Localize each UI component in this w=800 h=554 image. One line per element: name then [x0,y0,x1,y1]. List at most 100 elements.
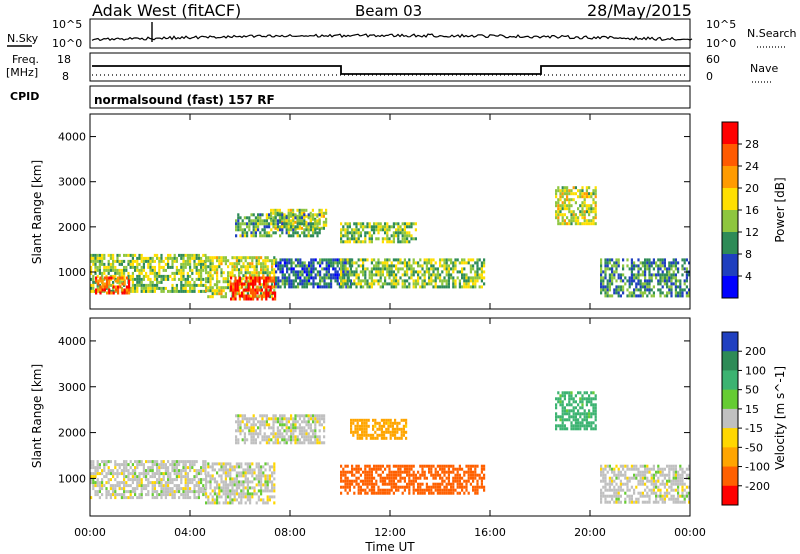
velocity-cell [123,487,126,491]
power-cell [290,279,293,283]
velocity-cell [151,496,154,500]
power-cell [245,279,248,283]
power-cell [260,288,263,292]
velocity-cell [600,467,603,471]
velocity-cell [266,501,269,505]
velocity-cell [626,488,629,492]
velocity-cell [641,476,644,480]
power-cell [334,273,337,277]
power-cell [406,225,409,229]
velocity-cell [229,501,232,505]
power-cell [171,283,174,287]
velocity-cell [116,481,119,485]
velocity-cell [439,476,442,480]
velocity-cell [613,491,616,495]
power-cell [318,228,321,232]
velocity-cell [178,469,181,473]
velocity-cell [445,485,448,489]
velocity-cell [430,485,433,489]
power-cell [581,189,584,193]
velocity-cell [216,495,219,499]
power-cell [204,262,207,266]
power-cell [454,261,457,265]
power-cell [592,201,595,205]
power-cell [109,256,112,260]
velocity-cell [274,414,277,418]
power-cell [355,282,358,286]
velocity-cell [105,475,108,479]
power-cell [316,282,319,286]
power-cell [283,213,286,217]
velocity-cell [131,481,134,485]
power-cell [277,261,280,265]
power-cell [110,276,113,280]
power-cell [566,195,569,199]
velocity-cell [364,467,367,471]
velocity-cell [90,463,93,467]
power-cell [342,273,345,277]
power-cell [149,280,152,284]
power-cell [296,208,299,212]
velocity-cell [298,429,301,433]
power-cell [290,213,293,217]
power-cell [624,276,627,280]
power-cell [641,264,644,268]
velocity-cell [635,497,638,501]
power-cell [622,273,625,277]
power-cell [96,253,99,257]
velocity-cell [127,478,130,482]
power-cell [195,253,198,257]
velocity-cell [101,460,104,464]
velocity-cell [281,432,284,436]
velocity-cell [283,435,286,439]
power-cell [90,253,93,257]
velocity-cell [167,475,170,479]
velocity-cell [323,441,326,445]
velocity-cell [191,463,194,467]
velocity-cell [314,441,317,445]
velocity-cell [178,463,181,467]
velocity-cell [377,488,380,492]
power-cell [249,265,252,269]
power-cell [180,265,183,269]
velocity-cell [209,474,212,478]
power-cell [602,276,605,280]
power-cell [608,288,611,292]
velocity-cell [131,487,134,491]
power-cell [309,214,312,218]
power-cell [663,273,666,277]
velocity-cell [164,484,167,488]
power-cell [343,267,346,271]
velocity-cell [180,469,183,473]
power-cell [160,274,163,278]
power-cell [114,265,117,269]
power-cell [644,291,647,295]
power-cell [265,219,268,223]
velocity-cell [351,479,354,483]
power-cell [430,261,433,265]
velocity-cell [240,495,243,499]
power-cell [241,228,244,232]
velocity-cell [639,473,642,477]
velocity-cell [207,471,210,475]
power-cell [579,195,582,199]
power-colorbar-label: Power [dB] [773,177,787,242]
power-cell [236,282,239,286]
velocity-cell [191,490,194,494]
power-cell [327,267,330,271]
velocity-cell [628,494,631,498]
power-cell [266,283,269,287]
velocity-cell [151,475,154,479]
velocity-cell [421,464,424,468]
velocity-cell [292,432,295,436]
velocity-cell [368,488,371,492]
velocity-cell [207,501,210,505]
power-cell [362,261,365,265]
power-cell [92,286,95,290]
power-cell [321,261,324,265]
velocity-cell [688,500,691,504]
velocity-cell [178,472,181,476]
velocity-cell [608,464,611,468]
velocity-cell [255,462,258,466]
velocity-cell [663,476,666,480]
